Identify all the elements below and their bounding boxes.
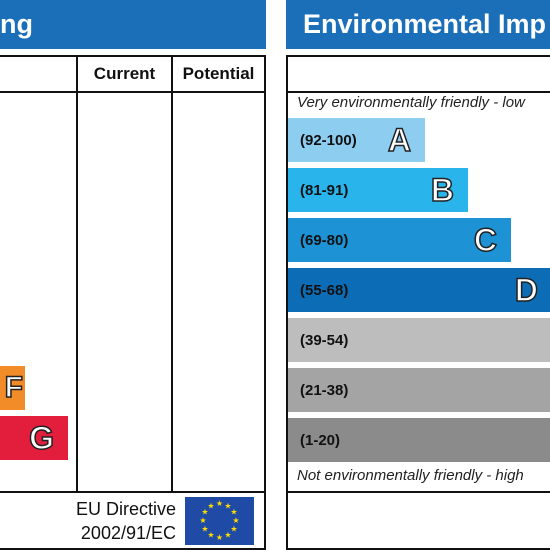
eu-flag-icon: ★ ★ ★ ★ ★ ★ ★ ★ ★ ★ ★ ★ xyxy=(185,497,254,545)
potential-label: Potential xyxy=(182,64,255,83)
svg-text:★: ★ xyxy=(199,516,206,525)
svg-text:★: ★ xyxy=(230,525,237,534)
env-band-c: (69-80) C xyxy=(288,218,511,262)
env-band-b-letter: B xyxy=(430,171,455,209)
environmental-bottom-note: Not environmentally friendly - high xyxy=(297,467,550,487)
env-band-f: (21-38) xyxy=(288,368,550,412)
env-band-g-range: (1-20) xyxy=(300,431,341,449)
energy-rating-table xyxy=(0,55,266,550)
svg-text:★: ★ xyxy=(232,516,239,525)
svg-text:★: ★ xyxy=(230,508,237,517)
eu-directive-line2: 2002/91/EC xyxy=(80,523,176,543)
env-band-e: (39-54) xyxy=(288,318,550,362)
svg-text:★: ★ xyxy=(201,525,208,534)
svg-text:★: ★ xyxy=(207,531,214,540)
environmental-impact-header: Environmental Imp xyxy=(286,0,550,49)
env-band-d-range: (55-68) xyxy=(300,281,349,299)
energy-col-divider-1 xyxy=(76,55,78,493)
current-column-header: Current xyxy=(78,57,171,91)
current-label: Current xyxy=(93,64,156,83)
env-band-b-range: (81-91) xyxy=(300,181,349,199)
env-band-a-range: (92-100) xyxy=(300,131,357,149)
env-band-a: (92-100) A xyxy=(288,118,425,162)
eu-directive-line1: EU Directive xyxy=(75,499,176,519)
eu-directive-text: EU Directive 2002/91/EC xyxy=(30,497,176,545)
energy-band-f: F xyxy=(0,366,25,410)
env-band-c-range: (69-80) xyxy=(300,231,349,249)
env-band-d-letter: D xyxy=(514,271,539,309)
eu-stars-icon: ★ ★ ★ ★ ★ ★ ★ ★ ★ ★ ★ ★ xyxy=(199,499,239,542)
energy-rating-header: ng xyxy=(0,0,266,49)
energy-col-divider-2 xyxy=(171,55,173,493)
svg-text:★: ★ xyxy=(224,502,231,511)
svg-text:★: ★ xyxy=(224,531,231,540)
svg-text:★: ★ xyxy=(207,502,214,511)
env-band-f-range: (21-38) xyxy=(300,381,349,399)
energy-rating-header-title: ng xyxy=(0,9,33,39)
env-band-b: (81-91) B xyxy=(288,168,468,212)
energy-band-g: G xyxy=(0,416,68,460)
svg-text:★: ★ xyxy=(216,533,223,542)
env-band-e-range: (39-54) xyxy=(300,331,349,349)
top-note-text: Very environmentally friendly - low xyxy=(297,94,525,111)
energy-footer-divider xyxy=(0,491,266,493)
energy-band-f-letter: F xyxy=(4,370,24,405)
potential-column-header: Potential xyxy=(173,57,264,91)
bottom-note-text: Not environmentally friendly - high xyxy=(297,467,524,484)
env-band-a-letter: A xyxy=(387,121,412,159)
environmental-top-note: Very environmentally friendly - low xyxy=(297,94,550,114)
environmental-impact-header-title: Environmental Imp xyxy=(303,9,547,39)
env-band-d: (55-68) D xyxy=(288,268,550,312)
environmental-footer-divider xyxy=(286,491,550,493)
env-band-g: (1-20) xyxy=(288,418,550,462)
environmental-header-divider xyxy=(286,91,550,93)
svg-text:★: ★ xyxy=(201,508,208,517)
energy-band-g-letter: G xyxy=(28,419,54,457)
env-band-c-letter: C xyxy=(473,221,498,259)
svg-text:★: ★ xyxy=(216,499,223,508)
energy-header-divider xyxy=(0,91,266,93)
